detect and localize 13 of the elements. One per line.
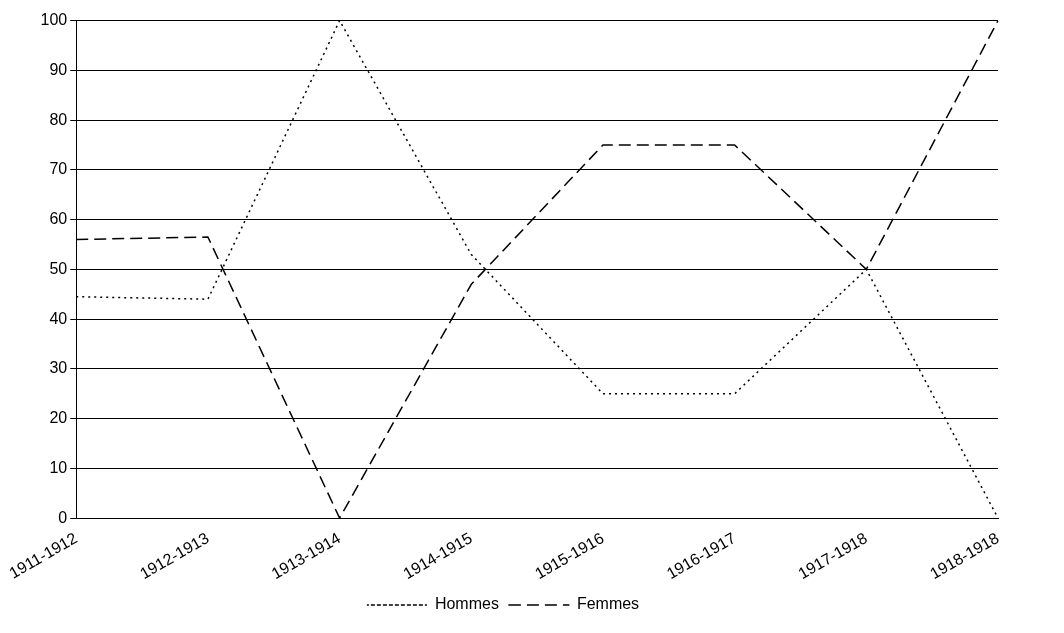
legend-label: Femmes [576, 595, 640, 613]
y-tick-label: 20 [49, 409, 68, 427]
y-tick-label: 90 [49, 60, 68, 78]
y-tick-label: 100 [40, 11, 68, 29]
y-tick-label: 70 [49, 160, 68, 178]
y-tick-label: 80 [49, 110, 68, 128]
y-tick-label: 10 [49, 458, 68, 476]
legend-label: Hommes [434, 595, 499, 613]
y-tick-label: 40 [49, 309, 68, 327]
y-tick-label: 0 [58, 508, 68, 526]
y-tick-label: 50 [49, 259, 68, 277]
y-tick-label: 60 [49, 210, 68, 228]
y-tick-label: 30 [49, 359, 68, 377]
